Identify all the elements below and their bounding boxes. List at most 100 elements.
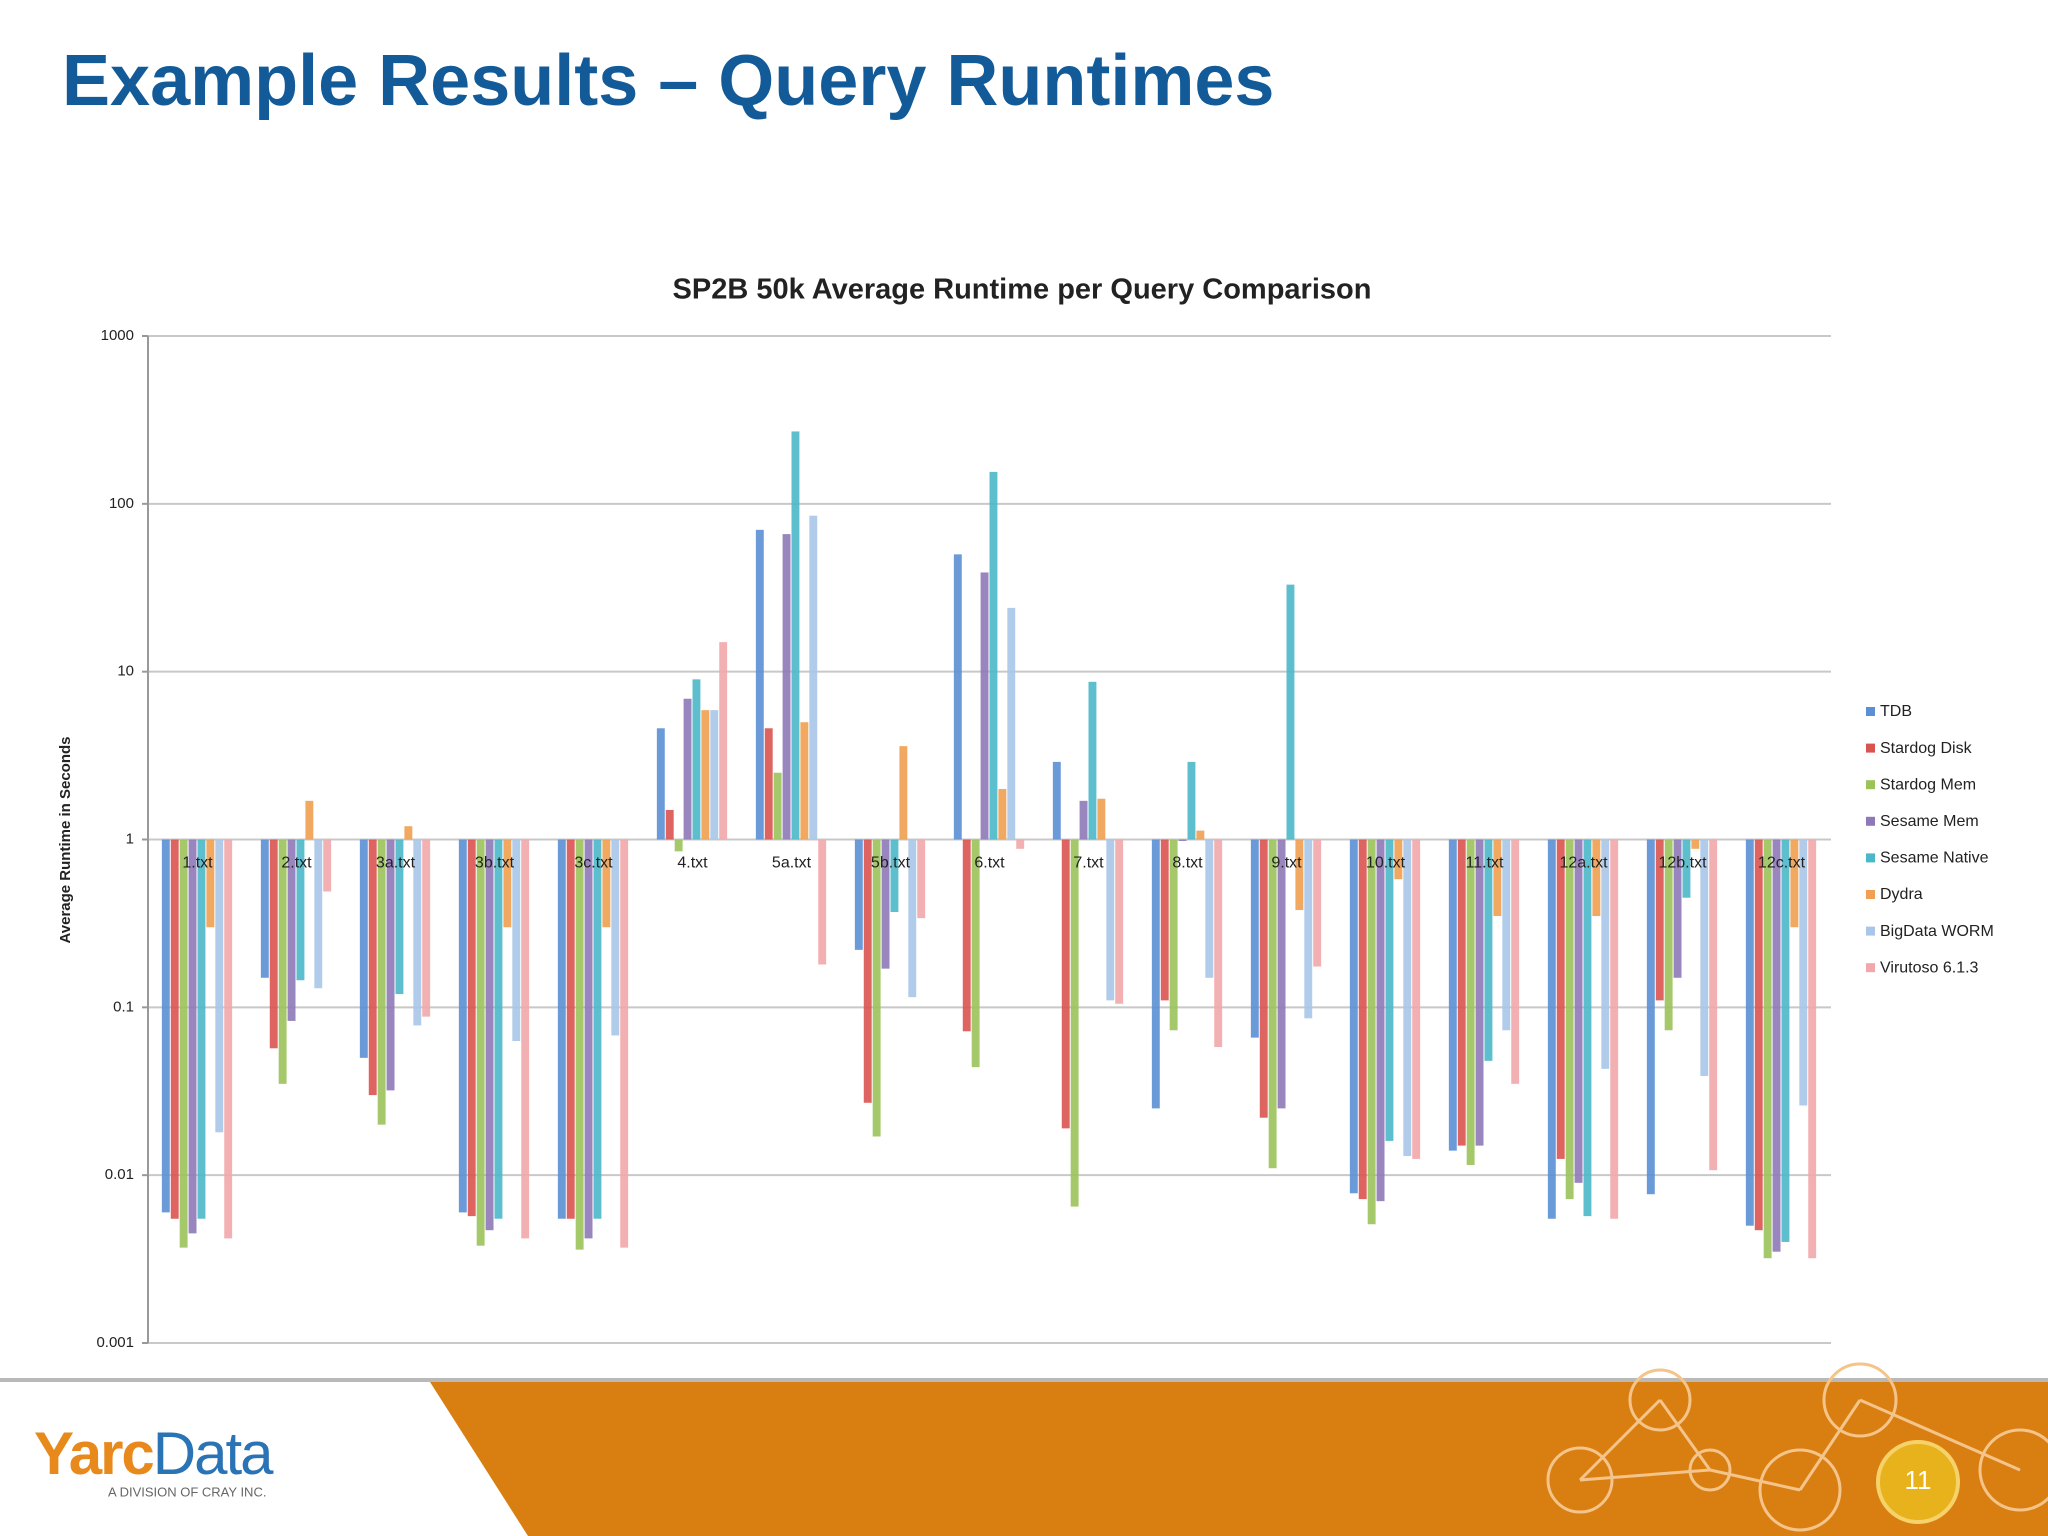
x-tick-label: 12a.txt [1559,855,1608,872]
bar [377,839,386,1125]
bar [170,839,179,1219]
bar [710,710,719,840]
footer-rule [0,1378,2048,1382]
bar [1007,607,1016,840]
bar [611,839,620,1036]
bar [1295,839,1304,911]
bar [1376,839,1385,1202]
bar [206,839,215,928]
bar [1655,839,1664,1001]
bar [1484,839,1493,1061]
bar [1502,839,1511,1031]
bar [1511,839,1520,1084]
bar [1115,839,1124,1004]
bar [863,839,872,1103]
bar [656,728,665,840]
bar [1151,839,1160,1109]
footer: 11 YarcData A DIVISION OF CRAY INC. [0,1362,2048,1536]
network-decoration [1546,1362,2048,1532]
bar [1403,839,1412,1157]
x-tick-label: 12b.txt [1658,855,1707,872]
bar [1781,839,1790,1242]
bar [161,839,170,1213]
x-tick-label: 7.txt [1073,855,1104,872]
bar [1547,839,1556,1219]
x-tick-label: 3c.txt [574,855,613,872]
page-number: 11 [1905,1465,1932,1495]
x-tick-label: 2.txt [281,855,312,872]
bar [314,839,323,989]
bar [602,839,611,928]
bar [872,839,881,1137]
bar [1664,839,1673,1031]
bar [1016,839,1025,849]
bar [692,679,701,840]
legend-swatch [1866,926,1875,936]
bar [1709,839,1718,1171]
bar [791,431,800,840]
legend-swatch [1866,816,1875,826]
bar [296,839,305,981]
bar [1097,798,1106,840]
bar [287,839,296,1021]
bar [1205,839,1214,978]
y-tick-label: 10 [117,663,134,680]
bar [1187,761,1196,840]
bar [476,839,485,1246]
bar [584,839,593,1239]
bar [917,839,926,919]
bar [1412,839,1421,1159]
bar [890,839,899,912]
bar [1448,839,1457,1151]
legend-label: Sesame Native [1880,850,1989,867]
bar [197,839,206,1219]
slide-title: Example Results – Query Runtimes [62,41,1274,121]
legend-swatch [1866,743,1875,753]
chart: SP2B 50k Average Runtime per Query Compa… [57,274,1994,1351]
bar [809,515,818,840]
bar [1367,839,1376,1225]
bar [521,839,530,1239]
x-tick-label: 3a.txt [376,855,416,872]
x-tick-label: 8.txt [1172,855,1203,872]
legend-label: Virutoso 6.1.3 [1880,959,1979,976]
bar [368,839,377,1096]
bar [1061,839,1070,1129]
bar [1250,839,1259,1038]
bar [998,788,1007,840]
bar [1268,839,1277,1169]
bar [1304,839,1313,1019]
legend-swatch [1866,853,1875,863]
bar [782,534,791,840]
x-tick-label: 11.txt [1466,855,1505,872]
y-tick-label: 0.001 [96,1334,134,1351]
legend-swatch [1866,707,1875,716]
bar [881,839,890,969]
bar [701,710,710,840]
bar [989,471,998,840]
logo-part: Data [153,1420,274,1487]
bar [854,839,863,950]
bar [260,839,269,978]
bar [899,746,908,840]
legend-label: Dydra [1880,886,1923,903]
legend-swatch [1866,963,1875,973]
bar [1079,800,1088,840]
bar [773,772,782,840]
bar [503,839,512,928]
bar [1385,839,1394,1141]
bar [278,839,287,1084]
bar [1214,839,1223,1048]
bar [1700,839,1709,1076]
bar [566,839,575,1219]
bar [1088,681,1097,840]
bar [305,800,314,840]
bar [323,839,332,892]
bar [1178,839,1187,841]
x-tick-label: 12c.txt [1758,855,1806,872]
x-tick-label: 5b.txt [871,855,911,872]
y-axis-label: Average Runtime in Seconds [57,737,74,944]
bar [1394,839,1403,880]
bar [1313,839,1322,967]
